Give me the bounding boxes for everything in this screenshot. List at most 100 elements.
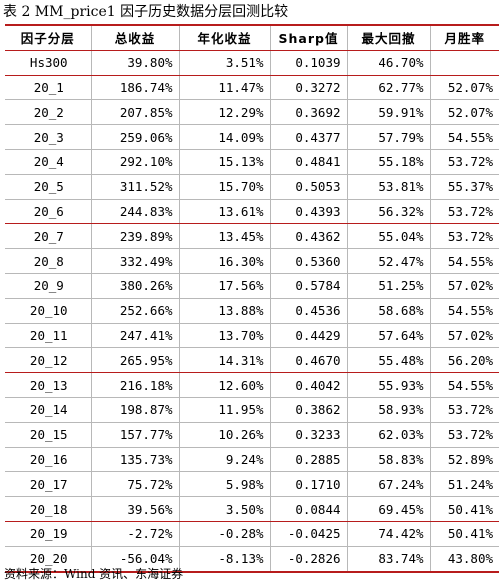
cell-sharp: 0.3233 <box>270 422 348 448</box>
cell-total-return: 380.26% <box>91 273 180 299</box>
cell-max-drawdown: 58.68% <box>347 298 431 324</box>
cell-total-return: 198.87% <box>91 397 180 423</box>
cell-annual-return: 13.61% <box>179 199 271 225</box>
cell-monthly-win-rate: 53.72% <box>430 149 499 175</box>
cell-sharp: 0.4429 <box>270 323 348 349</box>
cell-max-drawdown: 55.93% <box>347 372 431 398</box>
cell-max-drawdown: 57.64% <box>347 323 431 349</box>
cell-total-return: 39.56% <box>91 496 180 522</box>
table-row: 20_11 247.41% 13.70% 0.4429 57.64% 57.02% <box>5 323 499 349</box>
cell-max-drawdown: 46.70% <box>347 50 431 76</box>
cell-monthly-win-rate: 51.24% <box>430 471 499 498</box>
cell-annual-return: 12.60% <box>179 372 271 398</box>
cell-factor-layer: 20_1 <box>5 75 92 101</box>
cell-max-drawdown: 62.77% <box>347 75 431 101</box>
cell-factor-layer: 20_2 <box>5 99 92 126</box>
backtest-table: 因子分层 总收益 年化收益 Sharp值 最大回撤 月胜率 Hs300 39.80… <box>5 26 499 573</box>
cell-total-return: -56.04% <box>91 546 180 573</box>
header-max-drawdown: 最大回撤 <box>347 26 431 51</box>
cell-annual-return: 9.24% <box>179 447 271 473</box>
cell-total-return: -2.72% <box>91 521 180 547</box>
cell-factor-layer: 20_15 <box>5 422 92 448</box>
table-row: 20_9 380.26% 17.56% 0.5784 51.25% 57.02% <box>5 273 499 299</box>
cell-sharp: 0.2885 <box>270 447 348 473</box>
cell-factor-layer: 20_12 <box>5 347 92 374</box>
cell-monthly-win-rate: 52.89% <box>430 447 499 473</box>
cell-max-drawdown: 83.74% <box>347 546 431 573</box>
cell-annual-return: -0.28% <box>179 521 271 547</box>
cell-annual-return: 17.56% <box>179 273 271 299</box>
cell-annual-return: 15.13% <box>179 149 271 175</box>
cell-max-drawdown: 52.47% <box>347 248 431 274</box>
cell-total-return: 75.72% <box>91 471 180 498</box>
cell-monthly-win-rate: 53.72% <box>430 223 499 250</box>
table-row: 20_19 -2.72% -0.28% -0.0425 74.42% 50.41% <box>5 521 499 547</box>
cell-max-drawdown: 55.04% <box>347 223 431 250</box>
cell-total-return: 247.41% <box>91 323 180 349</box>
table-row: 20_5 311.52% 15.70% 0.5053 53.81% 55.37% <box>5 174 499 200</box>
cell-monthly-win-rate: 57.02% <box>430 323 499 349</box>
table-caption: 表 2 MM_price1 因子历史数据分层回测比较 <box>3 4 289 20</box>
table-row: 20_4 292.10% 15.13% 0.4841 55.18% 53.72% <box>5 149 499 175</box>
cell-factor-layer: 20_9 <box>5 273 92 299</box>
header-annual-return: 年化收益 <box>179 26 271 51</box>
table-row: 20_12 265.95% 14.31% 0.4670 55.48% 56.20% <box>5 347 499 374</box>
table-row: 20_15 157.77% 10.26% 0.3233 62.03% 53.72% <box>5 422 499 448</box>
cell-total-return: 216.18% <box>91 372 180 398</box>
cell-total-return: 207.85% <box>91 99 180 126</box>
cell-monthly-win-rate: 54.55% <box>430 248 499 274</box>
cell-max-drawdown: 55.48% <box>347 347 431 374</box>
cell-max-drawdown: 55.18% <box>347 149 431 175</box>
cell-monthly-win-rate: 54.55% <box>430 298 499 324</box>
cell-total-return: 292.10% <box>91 149 180 175</box>
cell-total-return: 259.06% <box>91 124 180 150</box>
cell-annual-return: 5.98% <box>179 471 271 498</box>
cell-annual-return: 3.51% <box>179 50 271 76</box>
cell-monthly-win-rate: 53.72% <box>430 199 499 225</box>
cell-annual-return: 3.50% <box>179 496 271 522</box>
cell-sharp: 0.3272 <box>270 75 348 101</box>
table-row: 20_3 259.06% 14.09% 0.4377 57.79% 54.55% <box>5 124 499 150</box>
cell-total-return: 157.77% <box>91 422 180 448</box>
cell-total-return: 311.52% <box>91 174 180 200</box>
cell-factor-layer: 20_13 <box>5 372 92 398</box>
cell-max-drawdown: 74.42% <box>347 521 431 547</box>
cell-total-return: 186.74% <box>91 75 180 101</box>
cell-sharp: 0.3692 <box>270 99 348 126</box>
cell-annual-return: 12.29% <box>179 99 271 126</box>
table-row: 20_10 252.66% 13.88% 0.4536 58.68% 54.55% <box>5 298 499 324</box>
cell-max-drawdown: 62.03% <box>347 422 431 448</box>
cell-max-drawdown: 58.93% <box>347 397 431 423</box>
header-factor-layer: 因子分层 <box>5 26 92 51</box>
table-row: 20_14 198.87% 11.95% 0.3862 58.93% 53.72% <box>5 397 499 423</box>
table-row: 20_20 -56.04% -8.13% -0.2826 83.74% 43.80% <box>5 546 499 573</box>
header-row: 因子分层 总收益 年化收益 Sharp值 最大回撤 月胜率 <box>5 26 499 51</box>
cell-factor-layer: 20_8 <box>5 248 92 274</box>
cell-factor-layer: Hs300 <box>5 50 92 76</box>
cell-factor-layer: 20_4 <box>5 149 92 175</box>
cell-sharp: 0.4377 <box>270 124 348 150</box>
cell-monthly-win-rate: 54.55% <box>430 124 499 150</box>
cell-monthly-win-rate: 52.07% <box>430 75 499 101</box>
table-row: 20_13 216.18% 12.60% 0.4042 55.93% 54.55% <box>5 372 499 398</box>
cell-factor-layer: 20_5 <box>5 174 92 200</box>
cell-sharp: 0.4536 <box>270 298 348 324</box>
cell-annual-return: 11.95% <box>179 397 271 423</box>
cell-total-return: 39.80% <box>91 50 180 76</box>
cell-sharp: 0.5053 <box>270 174 348 200</box>
cell-total-return: 332.49% <box>91 248 180 274</box>
header-sharp: Sharp值 <box>270 26 348 51</box>
cell-max-drawdown: 51.25% <box>347 273 431 299</box>
cell-sharp: 0.0844 <box>270 496 348 522</box>
cell-factor-layer: 20_17 <box>5 471 92 498</box>
cell-total-return: 252.66% <box>91 298 180 324</box>
cell-sharp: 0.4393 <box>270 199 348 225</box>
cell-monthly-win-rate: 55.37% <box>430 174 499 200</box>
cell-monthly-win-rate: 53.72% <box>430 422 499 448</box>
cell-monthly-win-rate: 50.41% <box>430 496 499 522</box>
cell-factor-layer: 20_3 <box>5 124 92 150</box>
cell-max-drawdown: 56.32% <box>347 199 431 225</box>
cell-factor-layer: 20_14 <box>5 397 92 423</box>
cell-monthly-win-rate: 50.41% <box>430 521 499 547</box>
cell-max-drawdown: 59.91% <box>347 99 431 126</box>
